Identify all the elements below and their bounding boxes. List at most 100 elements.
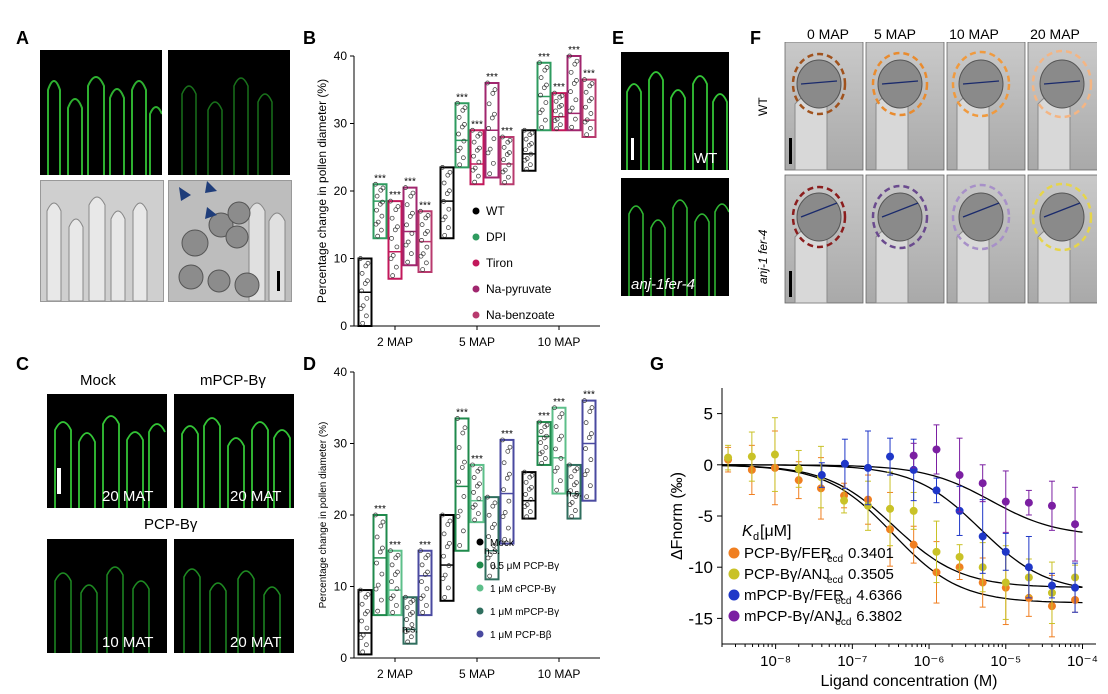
data-point	[447, 540, 452, 546]
data-point	[405, 627, 411, 633]
data-point	[390, 253, 396, 258]
data-point	[418, 548, 423, 554]
data-point	[491, 160, 496, 166]
data-point	[462, 459, 467, 465]
y-tick-label: -5	[698, 507, 713, 526]
data-point	[485, 80, 490, 86]
box	[499, 438, 515, 545]
data-point	[529, 473, 535, 478]
data-point	[568, 89, 573, 94]
data-point	[589, 405, 595, 410]
scale-bar	[631, 138, 634, 160]
y-tick-label: 0	[340, 319, 347, 333]
data-point	[528, 151, 534, 157]
legend-label: Tiron	[486, 256, 513, 270]
legend-marker	[728, 589, 740, 601]
legend-label: 1 μM cPCP-Bγ	[490, 584, 556, 595]
data-point	[487, 146, 493, 152]
data-point	[456, 445, 462, 450]
data-point	[378, 597, 384, 603]
box	[566, 463, 582, 520]
data-point	[374, 207, 379, 213]
data-point	[559, 103, 564, 108]
micrograph-c-mpcp	[174, 394, 294, 508]
data-point	[491, 136, 497, 142]
legend-label: Na-pyruvate	[486, 282, 552, 296]
data-point	[554, 126, 560, 132]
data-point	[502, 537, 508, 542]
legend-marker	[472, 207, 480, 215]
data-point	[388, 596, 394, 601]
data-point	[360, 320, 366, 326]
data-point	[362, 281, 368, 286]
data-point	[583, 89, 589, 95]
data-point	[419, 579, 424, 584]
box	[387, 549, 403, 617]
legend-marker	[476, 584, 484, 592]
data-point	[589, 96, 594, 101]
data-point	[389, 562, 395, 568]
significance-label: ***	[538, 411, 550, 422]
data-point	[584, 468, 590, 474]
data-point	[373, 586, 379, 592]
chart-g: 5 0 -5 -10 -15 10⁻⁸ 10⁻⁷ 10⁻⁶ 10⁻⁵ 10⁻⁴ Ligand con…	[669, 388, 1098, 690]
data-point	[490, 91, 496, 96]
legend-marker	[476, 607, 484, 615]
data-point	[574, 480, 579, 485]
legend-sub: ecd	[827, 554, 843, 565]
legend-marker	[476, 538, 484, 546]
data-point	[389, 236, 394, 241]
data-point	[589, 81, 595, 86]
f-dashed-outline	[1031, 182, 1093, 252]
data-point	[583, 420, 589, 425]
data-point	[390, 593, 396, 599]
data-point	[539, 449, 545, 455]
pollen-tubes-pcp-image-1	[54, 566, 150, 653]
data-point	[470, 127, 475, 133]
data-point	[573, 97, 579, 103]
box	[372, 514, 388, 617]
data-point	[477, 145, 482, 151]
data-point	[529, 485, 534, 490]
data-point	[423, 260, 429, 266]
significance-label: ***	[553, 82, 565, 93]
data-point	[358, 587, 363, 593]
data-point	[424, 586, 430, 592]
pollen-grains-brightfield-image	[169, 181, 291, 301]
data-point	[425, 228, 430, 234]
data-point	[390, 273, 396, 278]
data-point	[571, 81, 577, 86]
f-pollen-grain	[958, 59, 1004, 109]
data-point	[457, 145, 463, 151]
data-point	[501, 145, 507, 150]
data-point	[423, 603, 429, 608]
data-point	[582, 77, 587, 82]
box	[402, 186, 418, 267]
data-point	[404, 605, 410, 610]
panel-label-b: B	[303, 28, 316, 48]
data-point	[863, 501, 872, 510]
data-point	[440, 217, 446, 223]
data-point	[419, 222, 425, 227]
box	[454, 417, 470, 552]
label-e-mutant: anj-1fer-4	[631, 276, 695, 293]
data-point	[403, 594, 408, 600]
f-diameter-arrow	[1043, 202, 1081, 218]
micrograph-c-mock	[47, 394, 167, 508]
data-point	[528, 162, 533, 168]
data-point	[441, 531, 447, 537]
data-point	[586, 435, 592, 440]
legend-name: mPCP-Bγ/ANJ	[744, 608, 842, 625]
box	[387, 200, 403, 280]
data-point	[380, 519, 386, 525]
data-point	[500, 514, 506, 519]
data-point	[441, 199, 446, 204]
legend-kd: 0.3505	[848, 566, 894, 583]
data-point	[1001, 497, 1010, 506]
label-e-wt: WT	[694, 150, 718, 167]
data-point	[394, 244, 400, 250]
micrograph-a-brightfield-2	[168, 180, 292, 302]
data-point	[541, 85, 547, 91]
data-point	[487, 171, 493, 177]
data-point	[472, 517, 478, 523]
